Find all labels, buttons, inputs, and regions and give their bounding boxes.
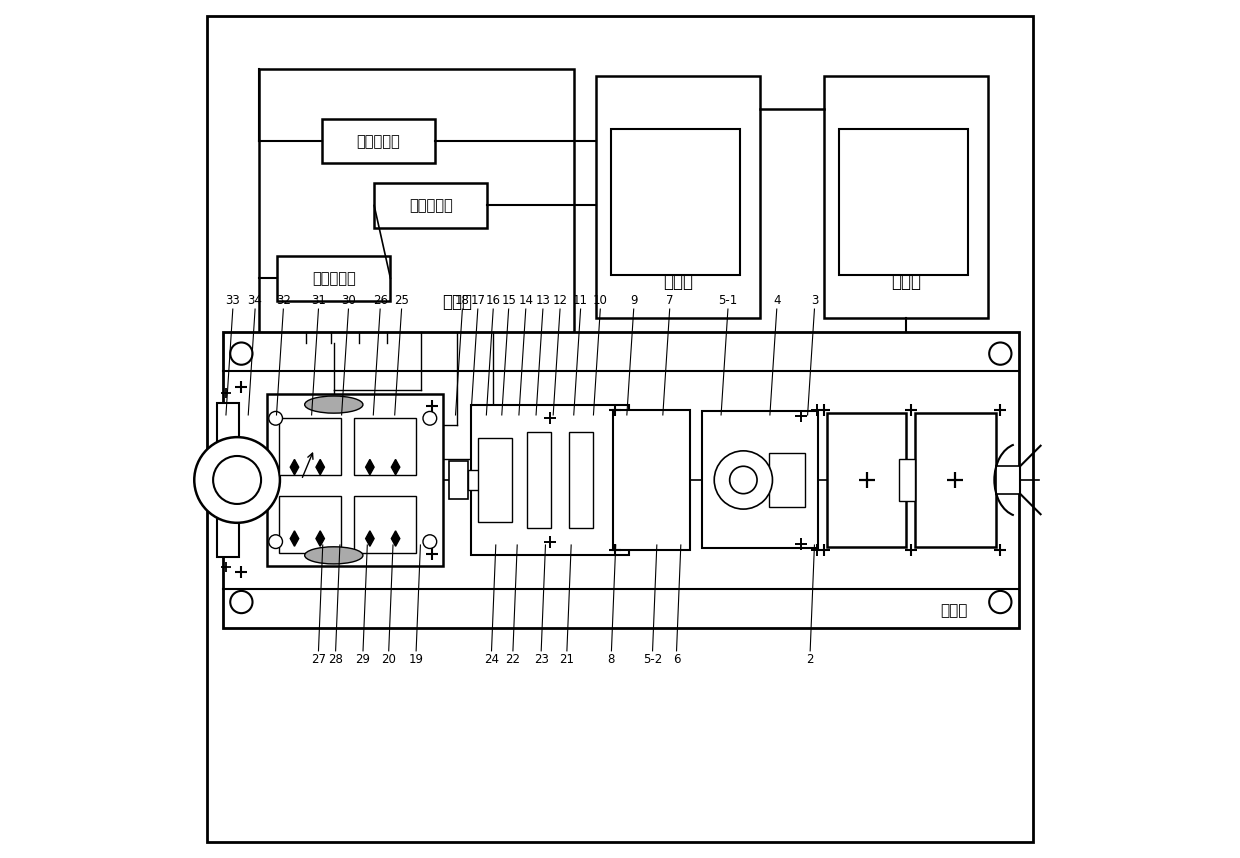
Text: 控制台: 控制台 <box>443 293 472 311</box>
Text: 13: 13 <box>536 293 551 306</box>
Text: 运动控制卡: 运动控制卡 <box>357 134 401 148</box>
Bar <box>611 130 740 275</box>
Bar <box>467 469 482 490</box>
Circle shape <box>729 466 758 493</box>
Circle shape <box>423 412 436 426</box>
Text: 24: 24 <box>484 654 498 667</box>
Text: 32: 32 <box>277 293 291 306</box>
Text: 3: 3 <box>811 293 818 306</box>
Bar <box>915 414 996 547</box>
Bar <box>996 466 1021 493</box>
Bar <box>258 69 574 343</box>
Bar <box>569 432 594 529</box>
Circle shape <box>714 450 773 509</box>
Text: 试验台: 试验台 <box>940 603 967 618</box>
Bar <box>613 410 691 550</box>
Text: 17: 17 <box>470 293 485 306</box>
Bar <box>355 419 417 474</box>
Text: 16: 16 <box>486 293 501 306</box>
Bar <box>769 452 805 507</box>
Bar <box>217 403 239 557</box>
Text: 26: 26 <box>373 293 388 306</box>
Bar <box>839 130 967 275</box>
Text: 19: 19 <box>409 654 424 667</box>
Polygon shape <box>366 459 374 474</box>
Text: 5-1: 5-1 <box>718 293 738 306</box>
Text: 15: 15 <box>501 293 516 306</box>
Text: 27: 27 <box>311 654 326 667</box>
Text: 10: 10 <box>593 293 608 306</box>
Circle shape <box>269 412 283 426</box>
Bar <box>449 461 467 498</box>
Ellipse shape <box>305 547 363 564</box>
Polygon shape <box>316 459 325 474</box>
Bar <box>278 256 391 300</box>
Bar <box>899 458 915 501</box>
Bar <box>374 183 487 227</box>
Circle shape <box>213 456 262 504</box>
Text: 28: 28 <box>329 654 343 667</box>
Bar <box>596 76 760 317</box>
Text: 33: 33 <box>226 293 241 306</box>
Polygon shape <box>290 531 299 547</box>
Text: 34: 34 <box>248 293 263 306</box>
Bar <box>279 419 341 474</box>
Text: 11: 11 <box>573 293 588 306</box>
Text: 9: 9 <box>630 293 637 306</box>
Text: 配电柜: 配电柜 <box>892 273 921 291</box>
Text: 20: 20 <box>381 654 396 667</box>
Text: 31: 31 <box>311 293 326 306</box>
Circle shape <box>423 535 436 548</box>
Text: 23: 23 <box>533 654 548 667</box>
Polygon shape <box>392 459 399 474</box>
Text: 8: 8 <box>608 654 615 667</box>
Text: 22: 22 <box>506 654 521 667</box>
Bar <box>527 432 551 529</box>
Text: 5-2: 5-2 <box>642 654 662 667</box>
Ellipse shape <box>305 396 363 414</box>
Text: 25: 25 <box>394 293 409 306</box>
Text: 2: 2 <box>806 654 813 667</box>
Text: 7: 7 <box>666 293 673 306</box>
Polygon shape <box>316 531 325 547</box>
Polygon shape <box>366 531 374 547</box>
Text: 4: 4 <box>773 293 780 306</box>
Text: 29: 29 <box>356 654 371 667</box>
Bar <box>222 332 1019 628</box>
Bar <box>355 496 417 553</box>
Bar <box>823 76 988 317</box>
Text: 18: 18 <box>455 293 470 306</box>
Text: 6: 6 <box>673 654 681 667</box>
Circle shape <box>269 535 283 548</box>
Polygon shape <box>290 459 299 474</box>
Bar <box>279 496 341 553</box>
Text: 12: 12 <box>553 293 568 306</box>
Text: 实时控制器: 实时控制器 <box>409 198 453 213</box>
Bar <box>471 405 630 555</box>
Bar <box>322 119 435 164</box>
Bar <box>702 412 818 548</box>
Text: 21: 21 <box>559 654 574 667</box>
Bar <box>477 438 512 523</box>
Circle shape <box>195 437 280 523</box>
Text: 14: 14 <box>518 293 533 306</box>
Polygon shape <box>392 531 399 547</box>
Text: 30: 30 <box>341 293 356 306</box>
Text: 上位机: 上位机 <box>663 273 693 291</box>
Bar <box>827 414 906 547</box>
Bar <box>267 395 443 565</box>
Text: 数据采集卡: 数据采集卡 <box>312 271 356 286</box>
